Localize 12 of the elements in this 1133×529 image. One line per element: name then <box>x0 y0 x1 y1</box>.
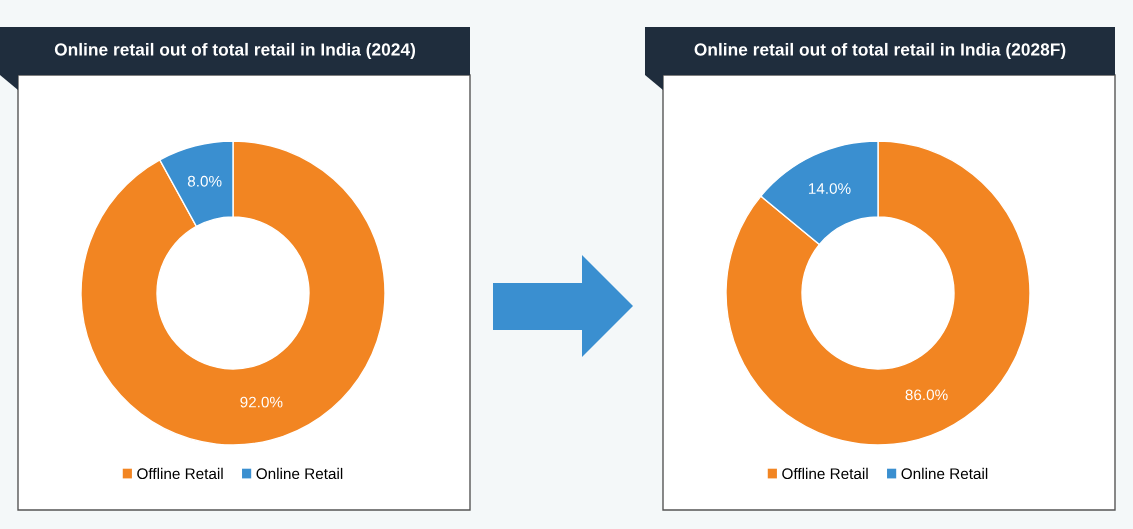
chart-title: Online retail out of total retail in India (2028F) <box>694 42 1066 60</box>
donut-slice <box>725 140 1031 446</box>
legend-label: Online Retail <box>901 467 988 480</box>
data-label: 14.0% <box>808 183 851 194</box>
chart-title: Online retail out of total retail in India (2024) <box>54 42 416 60</box>
data-label: 92.0% <box>240 396 283 408</box>
donut-slice <box>80 140 386 446</box>
data-label: 8.0% <box>187 175 222 187</box>
legend-label: Offline Retail <box>782 467 868 480</box>
legend-label: Online Retail <box>256 467 343 480</box>
data-label: 86.0% <box>905 389 948 401</box>
legend-label: Offline Retail <box>137 467 223 480</box>
